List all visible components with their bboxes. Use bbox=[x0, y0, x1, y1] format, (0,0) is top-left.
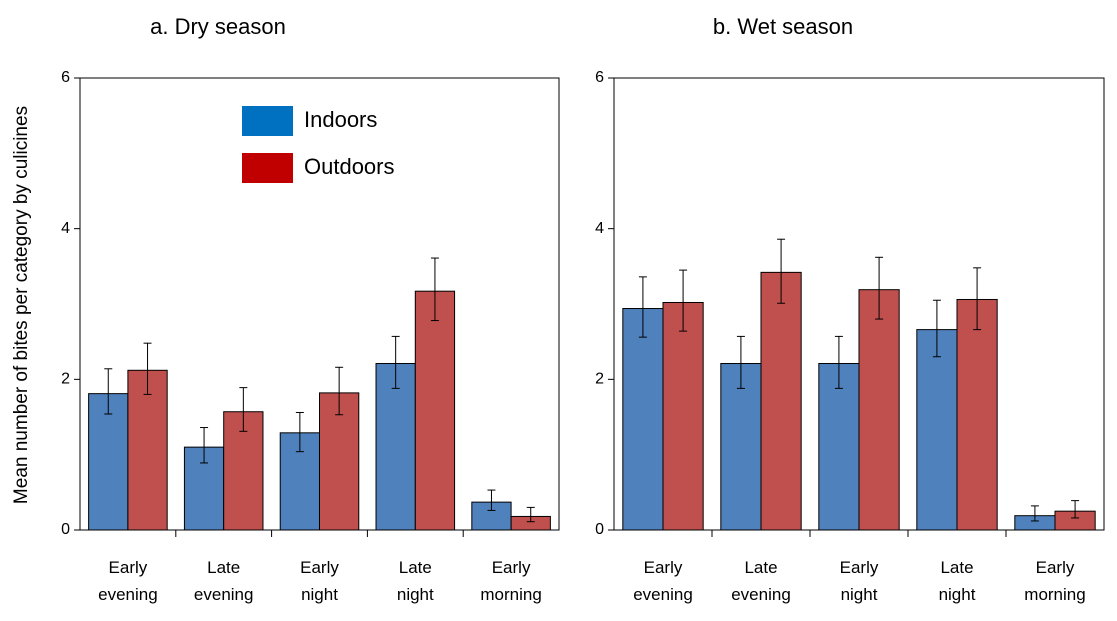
x-label-line: Late bbox=[207, 558, 240, 577]
bar-wet-outdoors-0 bbox=[662, 301, 704, 531]
y-tick-label-dry-0: 0 bbox=[61, 521, 70, 538]
bar-dry-outdoors-2 bbox=[319, 392, 360, 531]
bar-dry-indoors-0 bbox=[88, 393, 129, 531]
x-label-line: evening bbox=[633, 585, 693, 604]
y-axis-label: Mean number of bites per category by cul… bbox=[11, 106, 32, 504]
panel-wet-season: b. Wet season 0 2 4 6 Early evening Late evenin… bbox=[595, 14, 1105, 604]
y-tick-label-wet-3: 6 bbox=[595, 69, 604, 86]
legend-swatch-indoors bbox=[242, 106, 293, 136]
x-label-wet-3: Late night bbox=[939, 558, 976, 604]
x-label-wet-4: Early morning bbox=[1024, 558, 1085, 604]
y-tick-label-wet-0: 0 bbox=[595, 521, 604, 538]
bar-wet-indoors-0 bbox=[622, 308, 664, 531]
x-label-dry-1: Late evening bbox=[194, 558, 254, 604]
x-label-line: Late bbox=[744, 558, 777, 577]
legend-swatch-outdoors bbox=[242, 153, 293, 183]
x-label-line: evening bbox=[731, 585, 791, 604]
x-label-line: Early bbox=[109, 558, 148, 577]
x-label-wet-2: Early night bbox=[840, 558, 879, 604]
x-label-line: Late bbox=[399, 558, 432, 577]
x-label-line: Early bbox=[300, 558, 339, 577]
y-tick-label-wet-1: 2 bbox=[595, 371, 604, 388]
x-label-wet-1: Late evening bbox=[731, 558, 791, 604]
x-label-line: night bbox=[397, 585, 434, 604]
bar-wet-outdoors-2 bbox=[858, 289, 900, 531]
x-label-line: Early bbox=[492, 558, 531, 577]
bar-dry-outdoors-0 bbox=[127, 369, 168, 531]
panel-title-dry: a. Dry season bbox=[150, 14, 286, 39]
x-label-dry-0: Early evening bbox=[98, 558, 158, 604]
y-tick-label-dry-1: 2 bbox=[61, 371, 70, 388]
x-label-dry-2: Early night bbox=[300, 558, 339, 604]
bar-wet-indoors-3 bbox=[916, 329, 958, 531]
bar-wet-indoors-1 bbox=[720, 363, 762, 531]
x-label-dry-3: Late night bbox=[397, 558, 434, 604]
x-label-line: night bbox=[841, 585, 878, 604]
bar-wet-outdoors-3 bbox=[956, 298, 998, 531]
y-tick-label-dry-2: 4 bbox=[61, 220, 70, 237]
x-label-line: Early bbox=[840, 558, 879, 577]
x-label-wet-0: Early evening bbox=[633, 558, 693, 604]
x-label-line: morning bbox=[480, 585, 541, 604]
x-label-line: night bbox=[301, 585, 338, 604]
x-label-line: evening bbox=[98, 585, 158, 604]
y-tick-label-dry-3: 6 bbox=[61, 69, 70, 86]
legend-label-outdoors: Outdoors bbox=[304, 154, 395, 179]
x-label-dry-4: Early morning bbox=[480, 558, 541, 604]
panel-dry-season: a. Dry season 0 2 4 6 Early evening Late evenin… bbox=[61, 14, 560, 604]
x-label-line: evening bbox=[194, 585, 254, 604]
panel-title-wet: b. Wet season bbox=[713, 14, 853, 39]
bar-dry-outdoors-3 bbox=[414, 290, 456, 531]
bar-wet-outdoors-1 bbox=[760, 271, 802, 531]
x-label-line: morning bbox=[1024, 585, 1085, 604]
y-tick-label-wet-2: 4 bbox=[595, 220, 604, 237]
legend: Indoors Outdoors bbox=[242, 106, 395, 183]
x-label-line: Early bbox=[1036, 558, 1075, 577]
legend-label-indoors: Indoors bbox=[304, 107, 377, 132]
x-label-line: Early bbox=[644, 558, 683, 577]
x-label-line: Late bbox=[940, 558, 973, 577]
x-label-line: night bbox=[939, 585, 976, 604]
